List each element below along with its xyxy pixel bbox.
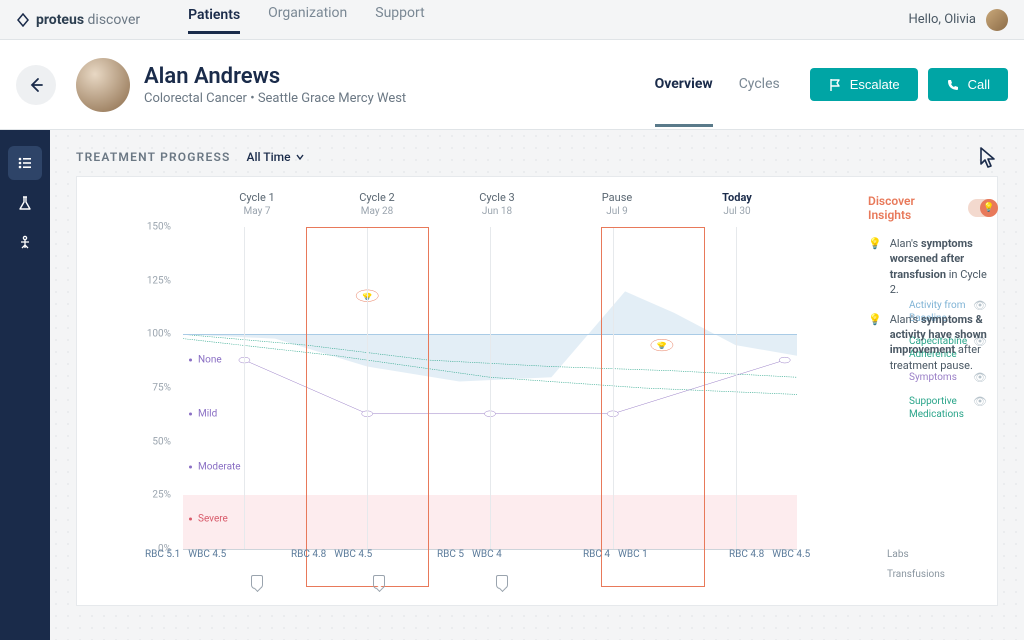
left-rail — [0, 130, 50, 640]
cursor-icon — [978, 146, 998, 170]
brand-light: discover — [88, 12, 141, 28]
nav-patients[interactable]: Patients — [188, 5, 240, 34]
plot-area: 💡💡 NoneMildModerateSevere — [183, 227, 797, 549]
highlight-range — [306, 227, 429, 587]
chart-plot: 0%25%50%75%100%125%150% 💡💡 NoneMildModer… — [115, 227, 797, 549]
severity-label: None — [189, 355, 222, 366]
user-area[interactable]: Hello, Olivia — [909, 9, 1008, 31]
y-tick: 50% — [152, 436, 171, 447]
insight-item: 💡Alan's symptoms worsened after transfus… — [868, 236, 998, 298]
labs-row: RBC 5.1WBC 4.5RBC 4.8WBC 4.5RBC 5WBC 4RB… — [145, 549, 875, 581]
back-button[interactable] — [16, 65, 56, 105]
flag-icon — [828, 78, 842, 92]
time-range-selector[interactable]: All Time — [247, 150, 305, 164]
insights-header: Discover Insights 💡 — [868, 194, 998, 222]
rail-body-icon[interactable] — [8, 226, 42, 260]
patient-tabs: Overview Cycles — [655, 42, 780, 127]
cycle-header: Cycle 3Jun 18 — [437, 191, 557, 217]
top-bar: proteus discover Patients Organization S… — [0, 0, 1024, 40]
labs-cell: RBC 4.8WBC 4.5 — [729, 549, 875, 581]
y-tick: 25% — [152, 490, 171, 501]
cycle-header: TodayJul 30 — [677, 191, 797, 217]
phone-icon — [946, 78, 960, 92]
rail-flask-icon[interactable] — [8, 186, 42, 220]
cycle-headers: Cycle 1May 7Cycle 2May 28Cycle 3Jun 18Pa… — [197, 191, 797, 217]
top-nav: Patients Organization Support — [188, 5, 425, 34]
cycle-header: PauseJul 9 — [557, 191, 677, 217]
patient-avatar — [76, 58, 130, 112]
labs-cell: RBC 4.8WBC 4.5 — [291, 549, 437, 581]
section-header: TREATMENT PROGRESS All Time — [76, 150, 998, 164]
arrow-left-icon — [27, 76, 45, 94]
tab-overview[interactable]: Overview — [655, 42, 713, 127]
escalate-button[interactable]: Escalate — [810, 68, 918, 101]
nav-support[interactable]: Support — [375, 5, 424, 34]
brand: proteus discover — [16, 12, 140, 28]
labs-cell: RBC 5.1WBC 4.5 — [145, 549, 291, 581]
y-tick: 125% — [147, 275, 171, 286]
y-tick: 150% — [147, 222, 171, 233]
rail-list-icon[interactable] — [8, 146, 42, 180]
legend-supportive[interactable]: Supportive Medications👁 — [909, 395, 987, 421]
brand-strong: proteus — [36, 12, 84, 28]
user-avatar[interactable] — [986, 9, 1008, 31]
patient-info: Alan Andrews Colorectal Cancer • Seattle… — [144, 64, 406, 106]
labs-cell: RBC 5WBC 4 — [437, 549, 583, 581]
patient-meta: Colorectal Cancer • Seattle Grace Mercy … — [144, 91, 406, 106]
user-greeting: Hello, Olivia — [909, 12, 976, 27]
labs-cell: RBC 4WBC 1 — [583, 549, 729, 581]
tab-cycles[interactable]: Cycles — [739, 42, 780, 127]
y-tick: 75% — [152, 383, 171, 394]
labs-legend: Labs Transfusions — [887, 545, 987, 585]
eye-icon: 👁 — [973, 395, 987, 409]
severity-label: Moderate — [189, 462, 241, 473]
patient-actions: Escalate Call — [810, 68, 1008, 101]
chevron-down-icon — [295, 152, 305, 162]
cycle-header: Cycle 2May 28 — [317, 191, 437, 217]
transfusions-label: Transfusions — [887, 565, 987, 585]
y-tick: 100% — [147, 329, 171, 340]
highlight-range — [601, 227, 705, 587]
insights-panel: Discover Insights 💡 💡Alan's symptoms wor… — [868, 194, 998, 387]
severity-label: Severe — [189, 513, 228, 524]
insight-item: 💡Alan's symptoms & activity have shown i… — [868, 312, 998, 374]
severity-label: Mild — [189, 408, 217, 419]
y-axis: 0%25%50%75%100%125%150% — [115, 227, 177, 549]
nav-organization[interactable]: Organization — [268, 5, 347, 34]
cycle-header: Cycle 1May 7 — [197, 191, 317, 217]
patient-header: Alan Andrews Colorectal Cancer • Seattle… — [0, 40, 1024, 130]
section-title: TREATMENT PROGRESS — [76, 150, 231, 164]
call-button[interactable]: Call — [928, 68, 1008, 101]
labs-label: Labs — [887, 545, 987, 565]
content: TREATMENT PROGRESS All Time Cycle 1May 7… — [50, 130, 1024, 640]
chart-card: Cycle 1May 7Cycle 2May 28Cycle 3Jun 18Pa… — [76, 176, 998, 606]
brand-logo-icon — [16, 13, 30, 27]
insights-toggle[interactable]: 💡 — [968, 199, 998, 217]
patient-name: Alan Andrews — [144, 64, 406, 89]
